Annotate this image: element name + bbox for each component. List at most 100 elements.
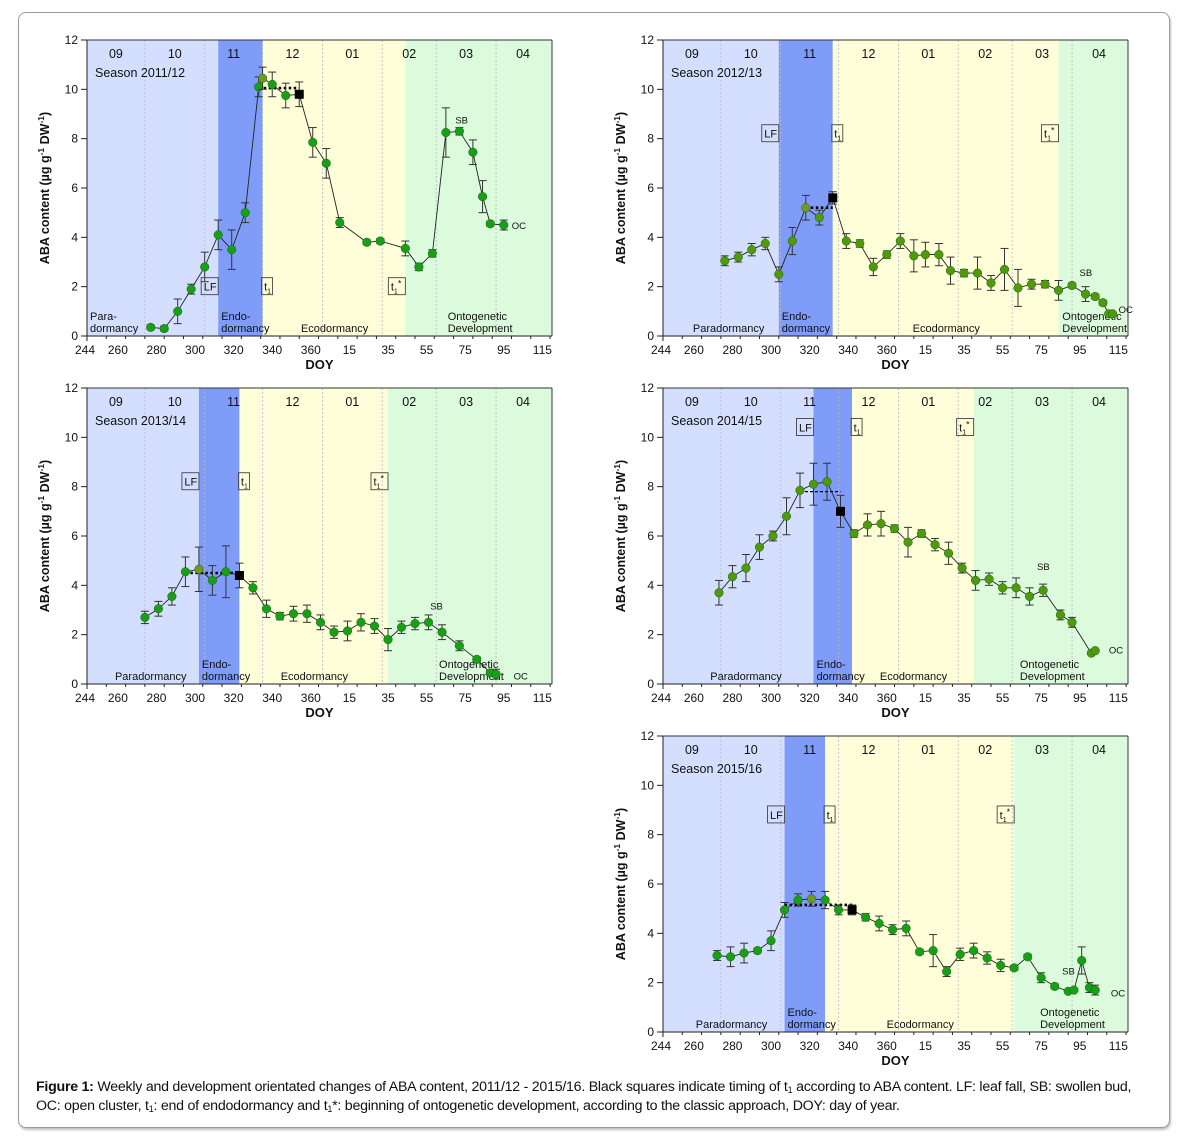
x-tick-label: 340	[838, 1039, 858, 1053]
circle-marker	[888, 925, 898, 935]
y-tick-label: 12	[641, 729, 655, 743]
x-tick-label: 35	[957, 1039, 971, 1053]
data-point	[258, 66, 268, 90]
data-point	[1040, 279, 1050, 289]
data-point	[720, 255, 730, 267]
phase-band-ecodormancy	[262, 40, 406, 336]
caption-label: Figure 1:	[36, 1079, 94, 1095]
month-label: 11	[803, 395, 816, 409]
circle-marker	[200, 262, 210, 272]
data-point	[423, 614, 434, 631]
data-point	[1098, 298, 1108, 308]
circle-marker	[329, 627, 339, 637]
event-box	[237, 472, 250, 491]
event-marker-LF: LF	[796, 418, 814, 436]
y-tick-label: 4	[647, 926, 654, 940]
event-box	[1041, 124, 1059, 143]
phase-label-paradormancy: Paradormancy	[115, 671, 187, 683]
caption-text-1: Weekly and development orientated change…	[97, 1079, 788, 1095]
circle-marker	[315, 617, 326, 627]
month-label: 10	[168, 47, 182, 61]
data-point	[849, 528, 859, 539]
season-title: Season 2015/16	[671, 762, 762, 776]
month-label: 01	[345, 395, 359, 409]
x-axis-title: DOY	[881, 705, 910, 720]
data-point	[957, 562, 967, 574]
circle-marker	[1077, 955, 1087, 966]
month-label: 09	[685, 47, 699, 61]
x-tick-label: 300	[185, 691, 205, 705]
data-point	[996, 958, 1006, 973]
circle-marker	[781, 511, 792, 521]
month-label: 12	[286, 395, 300, 409]
event-box	[261, 277, 274, 296]
y-tick-label: 8	[647, 132, 654, 146]
x-tick-label: 340	[838, 343, 858, 357]
y-tick-label: 0	[647, 1025, 654, 1039]
data-point	[1108, 309, 1118, 319]
x-tick-label: 320	[224, 343, 244, 357]
data-point	[828, 191, 838, 205]
data-point	[159, 324, 169, 334]
circle-marker	[1025, 591, 1035, 601]
event-marker-LF: LF	[200, 277, 219, 296]
square-marker	[828, 193, 838, 203]
data-point	[356, 613, 366, 632]
data-point	[754, 534, 765, 560]
circle-marker	[491, 669, 501, 679]
event-box	[796, 418, 814, 436]
data-point	[847, 904, 857, 916]
event-marker-t1-star: t1*	[1041, 124, 1059, 143]
circle-marker	[820, 895, 830, 905]
data-point	[752, 946, 763, 956]
data-point	[234, 562, 244, 589]
circle-marker	[982, 953, 992, 963]
circle-marker	[1067, 280, 1077, 290]
circle-marker	[903, 537, 913, 547]
x-tick-label: 75	[1034, 343, 1048, 357]
event-marker-t1-star: t1*	[996, 805, 1015, 824]
month-label: 11	[227, 395, 240, 409]
phase-band-ontogenetic	[405, 40, 552, 336]
data-point	[227, 229, 237, 270]
event-label: t1*	[391, 279, 402, 296]
caption-text-3: : end of endodormancy and t	[153, 1098, 328, 1114]
data-point	[315, 614, 326, 631]
circle-marker	[901, 923, 911, 933]
circle-marker	[780, 905, 790, 915]
square-marker	[294, 89, 304, 99]
circle-marker	[849, 528, 859, 539]
data-point	[986, 275, 996, 291]
season-title: Season 2013/14	[95, 414, 186, 428]
phase-label-endodormancy: Endo-dormancy	[202, 659, 251, 683]
y-axis-title: ABA content (µg g-1 DW-1)	[36, 112, 52, 264]
month-label: 02	[402, 47, 416, 61]
data-point	[801, 194, 811, 221]
data-point	[876, 510, 886, 537]
x-tick-label: 300	[761, 1039, 781, 1053]
x-tick-label: 115	[1109, 691, 1128, 705]
y-axis-title: ABA content (µg g-1 DW-1)	[612, 112, 628, 264]
circle-marker	[868, 262, 878, 272]
data-point	[342, 620, 353, 642]
circle-marker	[725, 952, 736, 962]
month-label: 03	[1035, 395, 1049, 409]
data-point	[888, 924, 898, 936]
data-point	[820, 890, 830, 910]
y-axis-title: ABA content (µg g-1 DW-1)	[612, 808, 628, 960]
y-tick-label: 2	[71, 280, 78, 294]
data-point	[1053, 280, 1064, 301]
data-point	[972, 256, 983, 290]
phase-label-endodormancy: Endo-dormancy	[221, 311, 270, 335]
x-tick-label: 95	[497, 343, 511, 357]
data-point	[1077, 946, 1087, 975]
x-tick-label: 15	[919, 691, 933, 705]
circle-marker	[996, 960, 1006, 970]
data-point	[454, 640, 464, 652]
data-point	[441, 107, 451, 158]
x-tick-label: 260	[108, 691, 128, 705]
y-tick-label: 2	[647, 280, 654, 294]
square-marker	[847, 905, 857, 915]
x-tick-label: 260	[684, 1039, 704, 1053]
data-point	[261, 599, 271, 618]
